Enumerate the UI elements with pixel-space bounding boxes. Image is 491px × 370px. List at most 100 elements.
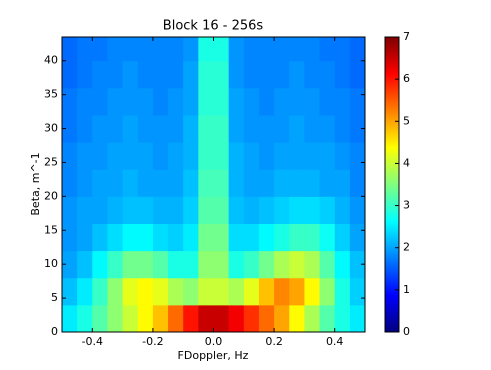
heat-cell <box>92 37 108 62</box>
heat-cell <box>168 114 184 143</box>
heat-cell <box>122 60 139 89</box>
heat-cell <box>334 60 351 89</box>
heat-cell <box>107 250 124 279</box>
heat-cell <box>122 37 139 62</box>
heat-cell <box>168 196 184 224</box>
heat-cell <box>258 87 275 116</box>
heat-cell <box>258 37 275 62</box>
heat-cell <box>319 250 336 279</box>
heat-cell <box>274 169 290 197</box>
heat-cell <box>77 87 93 116</box>
heat-cell <box>122 304 139 333</box>
heat-cell <box>62 196 78 224</box>
colorbar-tick-label: 2 <box>403 241 410 254</box>
heat-cell <box>243 114 260 143</box>
heat-cell <box>213 169 230 197</box>
heat-cell <box>319 142 336 170</box>
heat-cell <box>319 196 336 224</box>
heat-cell <box>213 114 230 143</box>
heat-cell <box>183 142 199 170</box>
heat-cell <box>107 277 124 306</box>
heat-cell <box>77 223 93 252</box>
heat-cell <box>152 37 169 62</box>
heat-cell <box>122 250 139 279</box>
heat-cell <box>198 87 214 116</box>
heat-cell <box>258 114 275 143</box>
heat-cell <box>183 169 199 197</box>
heat-cell <box>122 196 139 224</box>
heat-cell <box>107 169 124 197</box>
heat-cell <box>213 60 230 89</box>
heat-cell <box>304 169 321 197</box>
heat-cell <box>152 87 169 116</box>
heat-cell <box>228 37 245 62</box>
y-axis-label: Beta, m^-1 <box>29 152 42 215</box>
heat-cell <box>92 196 108 224</box>
heat-cell <box>62 250 78 279</box>
heat-cell <box>349 37 366 62</box>
heat-cell <box>213 223 230 252</box>
heat-cell <box>319 223 336 252</box>
heat-cell <box>289 223 305 252</box>
heat-cell <box>349 196 366 224</box>
heat-cell <box>107 142 124 170</box>
heat-cell <box>62 37 78 62</box>
heat-cell <box>62 60 78 89</box>
heat-cell <box>213 87 230 116</box>
heat-cell <box>107 223 124 252</box>
heat-cell <box>198 60 214 89</box>
heat-cell <box>152 277 169 306</box>
heat-cell <box>62 304 78 333</box>
heat-cell <box>289 250 305 279</box>
heat-cell <box>334 37 351 62</box>
y-tick-label: 35 <box>44 88 58 101</box>
heat-cell <box>137 114 154 143</box>
heat-cell <box>334 223 351 252</box>
y-tick-label: 25 <box>44 155 58 168</box>
heat-cell <box>274 87 290 116</box>
heat-cell <box>349 87 366 116</box>
heat-cell <box>228 60 245 89</box>
heat-cell <box>258 196 275 224</box>
heat-cell <box>107 60 124 89</box>
heat-cell <box>183 304 199 333</box>
heat-cell <box>92 87 108 116</box>
heat-cell <box>183 37 199 62</box>
heat-cell <box>213 304 230 333</box>
heat-cell <box>243 277 260 306</box>
heat-cell <box>304 87 321 116</box>
heat-cell <box>289 277 305 306</box>
heat-cell <box>228 250 245 279</box>
heat-cell <box>319 87 336 116</box>
heat-cell <box>258 169 275 197</box>
heat-cell <box>92 169 108 197</box>
heat-cell <box>122 142 139 170</box>
heat-cell <box>304 223 321 252</box>
heat-cell <box>258 60 275 89</box>
heat-cell <box>152 223 169 252</box>
heat-cell <box>77 304 93 333</box>
heat-cell <box>137 250 154 279</box>
heat-cell <box>92 223 108 252</box>
heat-cell <box>304 114 321 143</box>
heat-cell <box>152 250 169 279</box>
heat-cell <box>289 87 305 116</box>
x-tick-label: -0.4 <box>82 335 103 348</box>
heat-cell <box>304 304 321 333</box>
heat-cell <box>319 60 336 89</box>
heat-cell <box>152 169 169 197</box>
chart-title: Block 16 - 256s <box>163 19 264 34</box>
heat-cell <box>289 114 305 143</box>
heat-cell <box>274 304 290 333</box>
heat-cell <box>137 60 154 89</box>
heat-cell <box>274 223 290 252</box>
heat-cell <box>243 60 260 89</box>
heat-cell <box>274 142 290 170</box>
heat-cell <box>122 169 139 197</box>
heat-cell <box>137 223 154 252</box>
y-tick-label: 30 <box>44 122 58 135</box>
heat-cell <box>228 169 245 197</box>
heat-cell <box>198 196 214 224</box>
heat-cell <box>62 169 78 197</box>
heat-cell <box>92 60 108 89</box>
